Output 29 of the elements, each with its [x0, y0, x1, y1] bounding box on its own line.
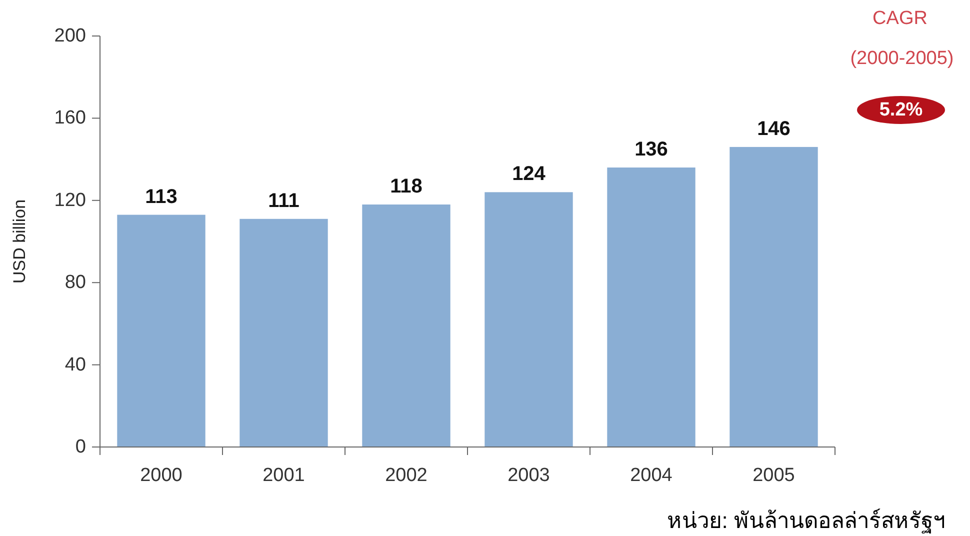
text: CAGR — [872, 8, 928, 29]
y-tick-label: 40 — [64, 354, 86, 376]
x-tick-label: 2002 — [385, 465, 428, 486]
text: หน่วย: พันล้านดอลล่าร์สหรัฐฯ — [666, 508, 945, 534]
data-label: 136 — [634, 138, 668, 161]
x-tick-label: 2001 — [262, 465, 305, 486]
bar — [362, 204, 450, 447]
data-label: 146 — [757, 118, 790, 140]
y-tick-label: 160 — [54, 108, 86, 129]
y-axis-title: USD billion — [10, 199, 29, 284]
y-tick-label: 120 — [54, 190, 86, 211]
text: (2000-2005) — [850, 48, 954, 69]
bar — [607, 168, 696, 447]
x-tick-label: 2005 — [752, 465, 795, 486]
bar — [484, 192, 573, 447]
bar — [117, 214, 206, 447]
y-tick-label: 200 — [54, 26, 86, 46]
text: 5.2% — [879, 100, 923, 120]
data-label: 113 — [145, 186, 178, 208]
x-tick-label: 2003 — [508, 465, 550, 486]
x-tick-label: 2000 — [140, 465, 182, 486]
y-tick-label: 0 — [75, 436, 86, 458]
x-tick-label: 2004 — [630, 465, 673, 486]
bar — [240, 218, 328, 447]
bar — [730, 146, 818, 447]
data-label: 111 — [268, 190, 300, 212]
y-tick-label: 80 — [64, 272, 86, 294]
data-label: 118 — [390, 176, 422, 198]
data-label: 124 — [512, 163, 546, 186]
